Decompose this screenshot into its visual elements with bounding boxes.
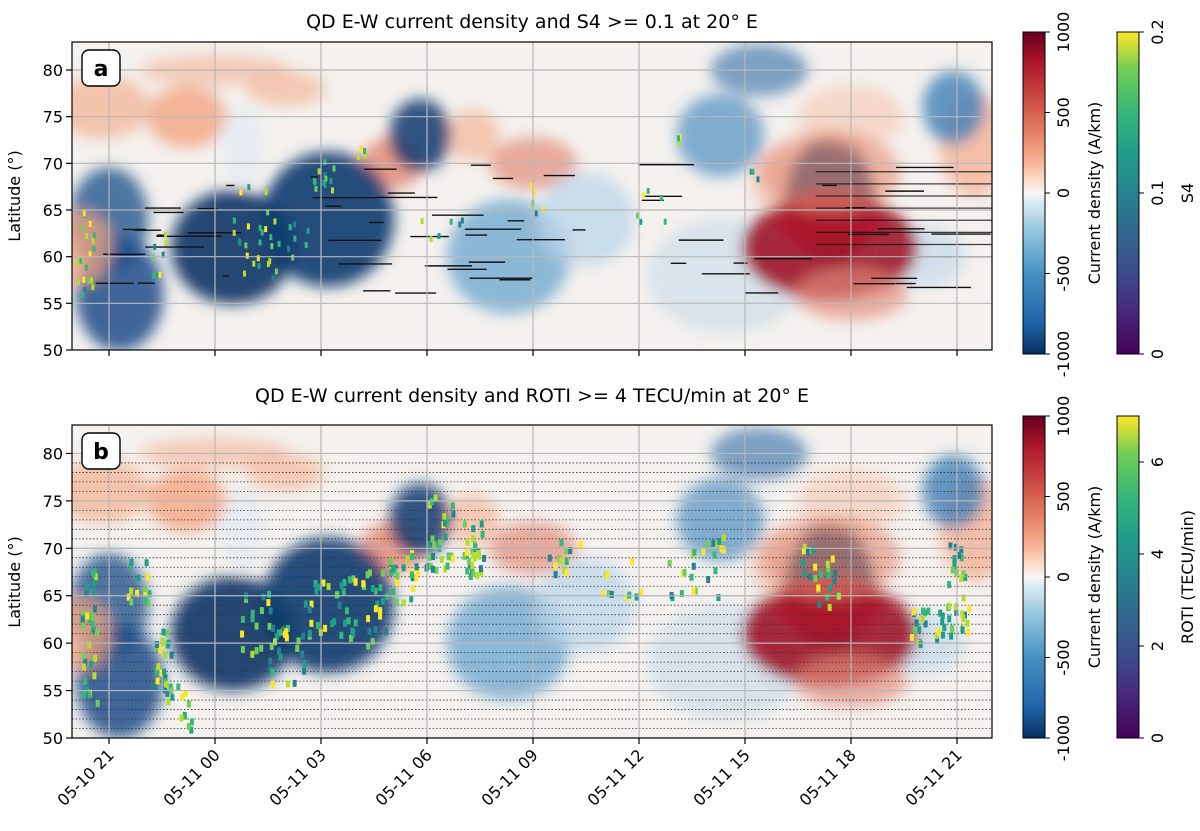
panel-a: QD E-W current density and S4 >= 0.1 at … <box>5 11 993 360</box>
colorbar-current-a: -1000 -500 0 500 1000 Current density (A/km) <box>1022 12 1104 378</box>
colorbar-tick-label: 0 <box>1054 188 1073 198</box>
colorbar-current-b: -1000 -500 0 500 1000 Current density (A/km) <box>1022 396 1104 762</box>
panel-b-label-box: b <box>81 432 121 470</box>
y-tick-label: 50 <box>43 729 63 748</box>
colorbar-tick-label: 500 <box>1054 97 1073 128</box>
x-tick-label: 05-11 18 <box>796 745 860 809</box>
colorbar-tick-label: -500 <box>1054 255 1073 291</box>
x-tick-label: 05-11 09 <box>478 745 542 809</box>
y-tick-label: 70 <box>43 539 63 558</box>
colorbar-tick-label: -1000 <box>1054 331 1073 378</box>
colorbar-tick-label: 0 <box>1148 349 1167 359</box>
y-tick-label: 50 <box>43 341 63 360</box>
x-tick-label: 05-11 12 <box>584 745 648 809</box>
colorbar-current-b-label: Current density (A/km) <box>1085 486 1104 669</box>
colorbar-tick-label: 0.2 <box>1148 19 1167 44</box>
panel-a-label: a <box>94 57 109 82</box>
y-tick-label: 60 <box>43 248 63 267</box>
x-tick-label: 05-11 06 <box>372 745 436 809</box>
colorbar-tick-label: 0 <box>1054 572 1073 582</box>
colorbar-tick-label: 1000 <box>1054 396 1073 437</box>
colorbar-s4: 0 0.1 0.2 S4 <box>1116 19 1197 359</box>
colorbar-tick-label: 1000 <box>1054 12 1073 53</box>
y-tick-label: 80 <box>43 61 63 80</box>
panel-a-label-box: a <box>81 49 121 87</box>
panel-a-title: QD E-W current density and S4 >= 0.1 at … <box>306 11 758 33</box>
colorbar-current-a-label: Current density (A/km) <box>1085 102 1104 285</box>
colorbar-tick-label: 6 <box>1148 457 1167 467</box>
x-tick-label: 05-11 15 <box>690 745 754 809</box>
colorbar-tick-label: 2 <box>1148 641 1167 651</box>
y-tick-label: 55 <box>43 294 63 313</box>
x-tick-label: 05-11 21 <box>902 745 966 809</box>
panel-b-label: b <box>93 440 109 465</box>
colorbar-tick-label: -1000 <box>1054 715 1073 762</box>
colorbar-tick-label: 0.1 <box>1148 180 1167 205</box>
y-tick-label: 55 <box>43 682 63 701</box>
colorbar-tick-label: -500 <box>1054 639 1073 675</box>
colorbar-tick-label: 0 <box>1148 733 1167 743</box>
y-tick-label: 70 <box>43 154 63 173</box>
y-tick-label: 65 <box>43 201 63 220</box>
colorbar-tick-label: 4 <box>1148 549 1167 559</box>
panel-a-ylabel: Latitude (°) <box>5 150 24 241</box>
y-tick-label: 60 <box>43 634 63 653</box>
panel-b-ylabel: Latitude (°) <box>5 536 24 627</box>
panel-b-title: QD E-W current density and ROTI >= 4 TEC… <box>255 385 809 407</box>
colorbar-roti: 0 2 4 6 ROTI (TECU/min) <box>1116 415 1197 743</box>
colorbar-tick-label: 500 <box>1054 481 1073 512</box>
panel-b: QD E-W current density and ROTI >= 4 TEC… <box>5 385 993 810</box>
x-tick-label: 05-11 03 <box>266 745 330 809</box>
y-tick-label: 65 <box>43 587 63 606</box>
y-tick-label: 80 <box>43 444 63 463</box>
colorbar-roti-label: ROTI (TECU/min) <box>1178 510 1197 644</box>
x-tick-label: 05-11 00 <box>160 745 224 809</box>
x-tick-label: 05-10 21 <box>54 745 118 809</box>
y-tick-label: 75 <box>43 492 63 511</box>
colorbar-s4-label: S4 <box>1178 183 1197 203</box>
y-tick-label: 75 <box>43 108 63 127</box>
